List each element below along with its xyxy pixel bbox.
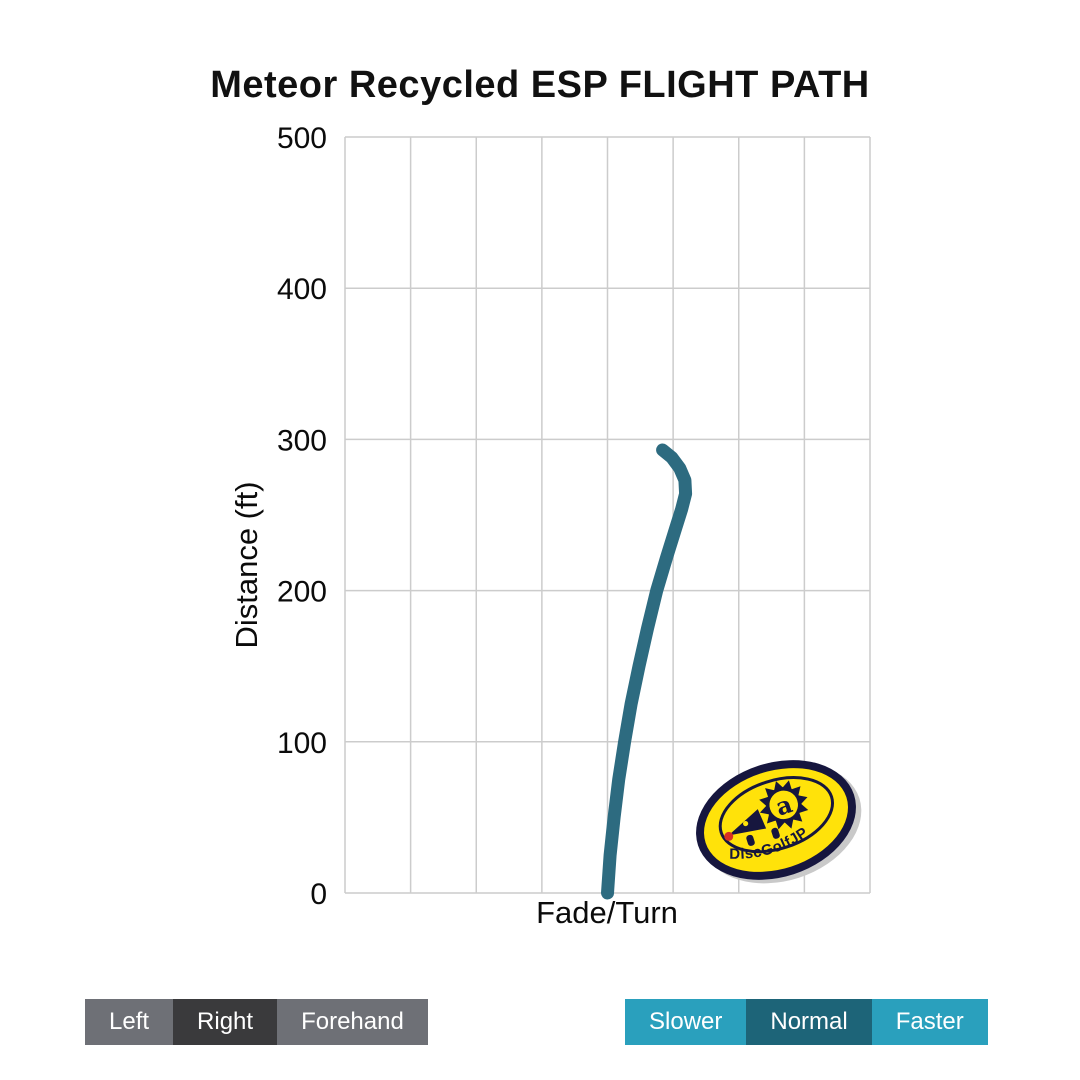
- discgolfjp-logo-svg: a DiscGolfJP: [696, 760, 862, 884]
- hand-button-left[interactable]: Left: [85, 999, 174, 1045]
- hedgehog-eye: [743, 820, 749, 827]
- y-tick-label: 300: [277, 424, 327, 457]
- hedgehog-icon: a: [724, 780, 809, 846]
- y-axis-label: Distance (ft): [229, 481, 264, 649]
- flight-path-line: [601, 443, 693, 900]
- chart-title: Meteor Recycled ESP FLIGHT PATH: [210, 64, 870, 106]
- discgolfjp-logo: a DiscGolfJP: [686, 748, 866, 892]
- hand-button-forehand[interactable]: Forehand: [277, 999, 428, 1045]
- hedgehog-leg: [746, 834, 755, 846]
- speed-button-slower[interactable]: Slower: [625, 999, 747, 1045]
- y-tick-label: 200: [277, 576, 327, 609]
- hand-button-right[interactable]: Right: [173, 999, 278, 1045]
- y-tick-label: 100: [277, 727, 327, 760]
- speed-control-group: Slower Normal Faster: [625, 999, 988, 1045]
- x-axis-label: Fade/Turn: [536, 895, 678, 930]
- logo-disc-rim: [718, 776, 835, 854]
- y-tick-label: 500: [277, 122, 327, 155]
- y-tick-label: 400: [277, 273, 327, 306]
- hedgehog-leg: [771, 827, 780, 839]
- speed-button-normal[interactable]: Normal: [746, 999, 872, 1045]
- hedgehog-back-circle: [765, 787, 802, 823]
- hand-control-group: Left Right Forehand: [85, 999, 428, 1045]
- speed-button-faster[interactable]: Faster: [871, 999, 988, 1045]
- hedgehog-nose: [724, 831, 734, 841]
- y-tick-label: 0: [310, 878, 327, 911]
